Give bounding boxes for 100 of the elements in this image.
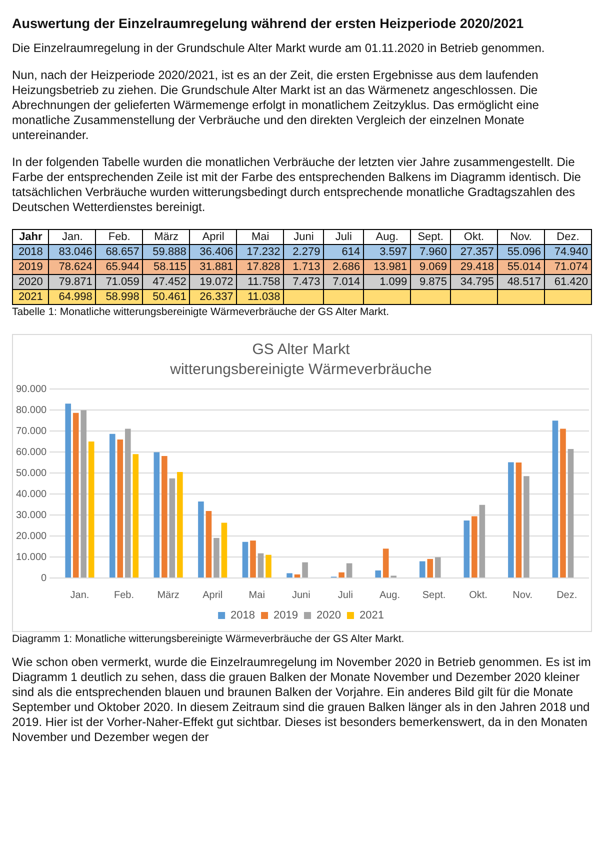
bar [109,434,116,578]
x-tick-label: Aug. [379,590,400,601]
x-tick-label: Sept. [422,590,446,601]
y-tick-label: 0 [41,572,48,584]
data-label: 9.875 [410,274,450,290]
bar [382,548,389,578]
text: 2019 [18,261,43,273]
bar [206,511,212,578]
data-label: 74.940 [544,244,592,260]
chart-subtitle: witterungsbereinigte Wärmeverbräuche [169,361,432,378]
data-label: 614 [324,244,364,260]
data-label: 2.686 [324,260,364,274]
legend-title: Jahr [12,230,49,244]
category-label: Feb. [108,231,130,243]
text: Nun, nach der Heizperiode 2020/2021, ist es an der Zeit, die ersten Ergebnisse aus dem laufenden Heizungsbetrieb zu ziehen. Die Grundschule Alter Markt ist an das Wärmenetz angeschlossen. Die Abrechnungen der gelieferten Wärmemenge erfolgt in monatlichem Zeitzyklus. Das ermöglicht eine monatliche Zusammenstellung der Verbräuche und den direkten Vergleich der einzelnen Monate untereinander. [12,68,540,143]
data-label: 7.473 [284,274,324,290]
text: 2018 [18,246,43,258]
bar [177,472,183,578]
bar [294,574,300,578]
x-tick-label: Feb. [114,590,134,601]
bar [524,476,530,578]
category-label: März [154,231,179,243]
bar [472,516,478,578]
bar [65,404,72,578]
data-label: 65.944 [96,260,143,274]
x-tick-label: Jan. [70,590,90,601]
data-label: 34.795 [450,274,498,290]
bar [88,442,94,578]
bar [242,542,248,578]
data-label: 1.713 [284,260,324,274]
category-label: Nov. [510,231,532,243]
bar [258,553,264,578]
data-label: 50.461 [142,290,190,304]
data-label: 58.998 [96,290,143,304]
text: 2021 [18,291,43,303]
bar [419,561,426,578]
data-label: 11.038 [236,290,284,304]
data-label: 29.418 [450,260,498,274]
category-label: Aug. [376,231,398,243]
y-tick-label: 20.000 [16,530,48,542]
bar [80,410,87,578]
bar [560,428,566,578]
y-tick-label: 50.000 [16,468,48,479]
bar [552,420,558,578]
data-label: 2.279 [284,244,324,260]
data-label: 83.046 [48,244,96,260]
x-tick-label: Juli [338,590,353,601]
data-label: 61.420 [544,274,592,290]
text: Die Einzelraumregelung in der Grundschule Alter Markt wurde am 01.11.2020 in Betrieb genommen. [12,41,546,56]
category-label: Jan. [62,231,83,243]
legend-label: 2018 [230,610,256,622]
bar [346,563,352,578]
data-label: 79.871 [48,274,96,290]
x-tick-label: März [157,590,180,601]
bar [250,540,256,578]
x-tick-label: Mai [248,590,265,601]
data-label: 68.657 [96,244,143,260]
category-label: Sept. [418,231,444,243]
x-tick-label: Okt. [469,590,488,601]
bar [169,478,176,578]
bar [464,520,470,578]
bar [568,449,574,578]
bar [214,538,220,578]
bar [434,557,441,578]
x-tick-label: Dez. [556,590,578,601]
category-label: Dez. [556,231,580,243]
data-label: 17.828 [236,260,284,274]
data-label: 59.888 [142,244,190,260]
legend-label: 2020 [316,610,341,622]
data-label: 13.981 [364,260,411,274]
bar [266,554,272,578]
text: Diagramm 1: Monatliche witterungsbereinigte Wärmeverbräuche der GS Alter Markt. [12,633,406,645]
data-label: 31.881 [190,260,237,274]
y-tick-label: 80.000 [16,404,48,416]
bar [162,456,168,578]
bar [154,452,160,578]
text: Auswertung der Einzelraumregelung während der ersten Heizperiode 2020/2021 [12,16,525,31]
chart-title: GS Alter Markt [252,341,351,358]
data-label: 26.337 [190,290,237,304]
data-label: 17.232 [236,244,284,260]
data-label: 78.624 [48,260,96,274]
x-tick-label: Juni [292,590,310,601]
x-tick-label: April [202,590,223,601]
bar [302,562,308,578]
data-label: 7.014 [324,274,364,290]
bar [198,502,204,578]
bar [516,462,522,578]
text: In der folgenden Tabelle wurden die monatlichen Verbräuche der letzten vier Jahre zusammengestellt. Die Farbe der entsprechenden Zeile ist mit der Farbe des entsprechenden Balkens im Diagramm identisch. Die tatsächlichen Verbräuche wurden witterungsbedingt durch entsprechende monatliche Gradtagszahlen des Deutschen Wetterdienstes bereinigt. [12,155,582,215]
data-label: 1.099 [364,274,411,290]
bar [117,440,124,578]
category-label: April [202,231,224,243]
category-label: Juli [335,231,352,243]
y-tick-label: 90.000 [16,384,48,395]
data-label: 47.452 [142,274,190,290]
y-tick-label: 60.000 [16,446,48,458]
bar [338,572,344,578]
y-tick-label: 70.000 [16,426,48,437]
data-label: 19.072 [190,274,237,290]
legend-label: 2019 [274,610,298,622]
data-label: 9.069 [410,260,450,274]
